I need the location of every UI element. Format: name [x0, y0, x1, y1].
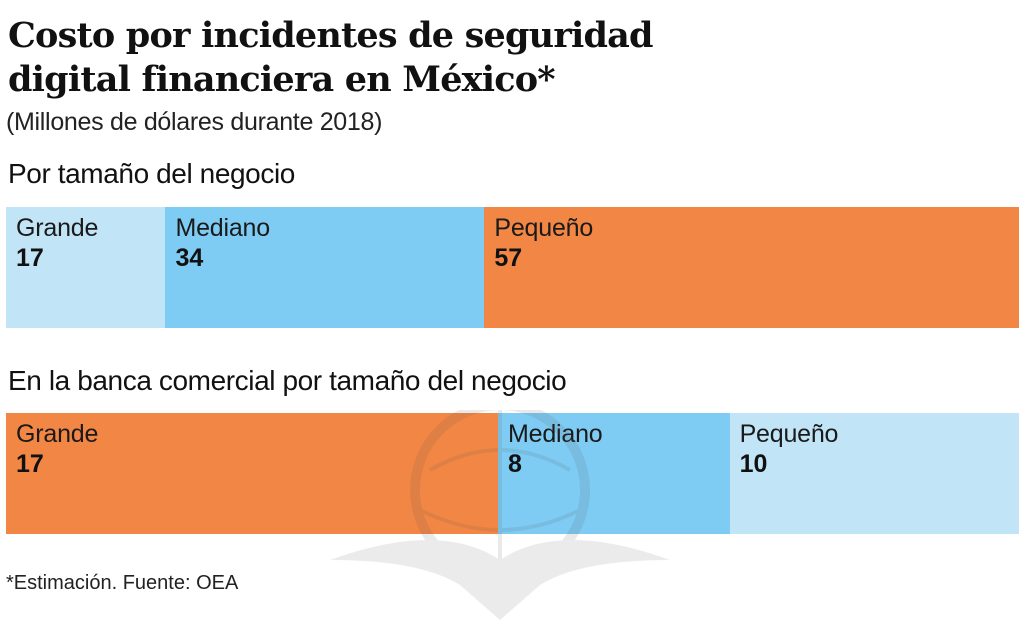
bar-segment-grande: Grande 17 — [6, 413, 499, 534]
title-line-2: digital financiera en México* — [8, 59, 556, 100]
segment-value: 8 — [508, 450, 522, 478]
bar-segment-mediano: Mediano 34 — [165, 207, 485, 328]
segment-label: Pequeño — [494, 214, 594, 242]
footnote-source: *Estimación. Fuente: OEA — [6, 572, 239, 594]
segment-value: 57 — [494, 244, 523, 272]
stacked-bar-business-size: Grande 17 Mediano 34 Pequeño 57 — [6, 207, 1019, 328]
segment-label: Grande — [16, 214, 99, 242]
bar-segment-pequeno: Pequeño 57 — [484, 207, 1019, 328]
segment-value: 17 — [16, 244, 44, 272]
bar-segment-pequeno: Pequeño 10 — [729, 413, 1019, 534]
stacked-bar-commercial-banking: Grande 17 Mediano 8 Pequeño 10 — [6, 413, 1019, 534]
title-line-1: Costo por incidentes de seguridad — [8, 15, 653, 56]
section-title-commercial-banking: En la banca comercial por tamaño del neg… — [8, 365, 567, 396]
segment-label: Mediano — [175, 214, 270, 242]
chart-title: Costo por incidentes de seguridad digita… — [8, 14, 653, 102]
segment-label: Mediano — [508, 420, 603, 448]
section-title-business-size: Por tamaño del negocio — [8, 158, 295, 189]
bar-segment-mediano: Mediano 8 — [498, 413, 730, 534]
segment-value: 17 — [16, 450, 44, 478]
segment-label: Grande — [16, 420, 99, 448]
chart-subtitle: (Millones de dólares durante 2018) — [6, 108, 383, 136]
segment-label: Pequeño — [739, 420, 839, 448]
segment-value: 10 — [739, 450, 768, 478]
bar-segment-grande: Grande 17 — [6, 207, 166, 328]
segment-value: 34 — [175, 244, 204, 272]
